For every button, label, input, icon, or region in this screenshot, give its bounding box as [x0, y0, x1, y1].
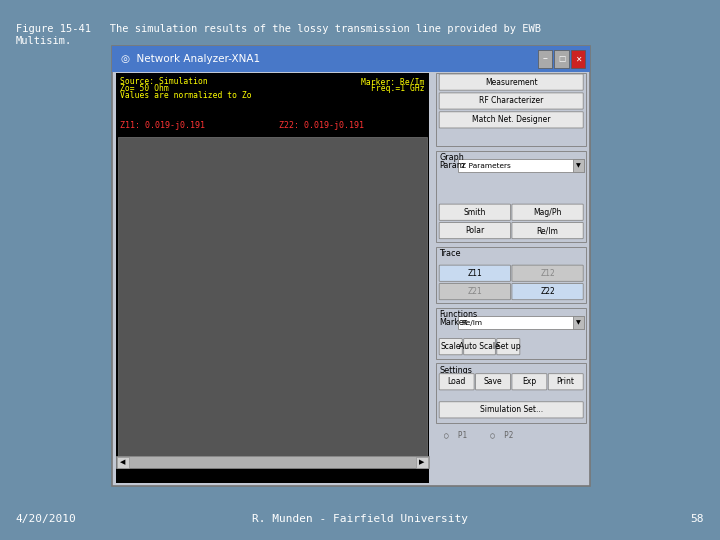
Text: 58: 58: [690, 514, 704, 524]
Text: 2: 2: [233, 374, 238, 383]
Text: Param: Param: [439, 161, 465, 170]
Text: 0.5: 0.5: [228, 209, 243, 218]
Text: Freq.=1 GHz: Freq.=1 GHz: [372, 84, 425, 93]
Text: Figure 15-41   The simulation results of the lossy transmission line provided by: Figure 15-41 The simulation results of t…: [16, 24, 541, 46]
Text: -0.5: -0.5: [256, 430, 275, 439]
Text: Save: Save: [484, 377, 503, 386]
Text: ✕: ✕: [575, 55, 581, 63]
Text: ◎  Network Analyzer-XNA1: ◎ Network Analyzer-XNA1: [121, 54, 260, 64]
Text: Set up: Set up: [496, 342, 521, 351]
Text: 1.0: 1.0: [266, 282, 279, 292]
Text: ○  P1     ○  P2: ○ P1 ○ P2: [444, 430, 513, 439]
Text: 0.5: 0.5: [222, 282, 235, 292]
Text: ‒: ‒: [543, 55, 547, 63]
Text: Auto Scale: Auto Scale: [459, 342, 500, 351]
Text: ▼: ▼: [576, 163, 581, 168]
Text: 1.005 GHz: 1.005 GHz: [385, 469, 427, 478]
Text: Graph: Graph: [439, 153, 464, 162]
Text: 0.2: 0.2: [178, 282, 192, 292]
Text: Measurement: Measurement: [485, 78, 538, 86]
Text: Functions: Functions: [439, 310, 477, 319]
Text: Settings: Settings: [439, 366, 472, 375]
Text: 1 GHz: 1 GHz: [118, 469, 141, 478]
Text: ▼: ▼: [576, 320, 581, 326]
Text: Marker: Re/Im: Marker: Re/Im: [361, 77, 425, 86]
Text: Z22: 0.019-j0.191: Z22: 0.019-j0.191: [279, 121, 364, 130]
Text: Z11: 0.019-j0.191: Z11: 0.019-j0.191: [120, 121, 205, 130]
Text: Marker: Marker: [439, 319, 467, 327]
Text: Simulation Set...: Simulation Set...: [480, 406, 543, 414]
Text: Z11: Z11: [467, 269, 482, 278]
Text: Z21: Z21: [467, 287, 482, 296]
Text: RF Characterizer: RF Characterizer: [479, 97, 544, 105]
Text: Z12: Z12: [540, 269, 555, 278]
Text: Zo= 50 Ohm: Zo= 50 Ohm: [120, 84, 169, 93]
Text: ▶: ▶: [419, 459, 425, 465]
Text: □: □: [558, 55, 565, 63]
Text: Trace: Trace: [439, 249, 461, 258]
Text: Print: Print: [557, 377, 575, 386]
Text: Polar: Polar: [465, 226, 485, 235]
Text: 2.0: 2.0: [334, 209, 348, 218]
Text: Source: Simulation: Source: Simulation: [120, 77, 208, 86]
Text: -2.0: -2.0: [332, 374, 351, 383]
Text: R. Munden - Fairfield University: R. Munden - Fairfield University: [252, 514, 468, 524]
Text: Smith: Smith: [464, 208, 486, 217]
Text: Exp: Exp: [522, 377, 536, 386]
Text: Z22: Z22: [540, 287, 555, 296]
Text: Z Parameters: Z Parameters: [461, 163, 510, 169]
Text: Re/Im: Re/Im: [536, 226, 559, 235]
Text: Mode: Mode: [439, 76, 462, 85]
Text: Match Net. Designer: Match Net. Designer: [472, 116, 551, 124]
Text: Load: Load: [447, 377, 466, 386]
Text: Mag/Ph: Mag/Ph: [534, 208, 562, 217]
Text: 4/20/2010: 4/20/2010: [16, 514, 76, 524]
Text: ◀: ◀: [120, 459, 126, 465]
Text: Values are normalized to Zo: Values are normalized to Zo: [120, 91, 252, 100]
Text: -2.0: -2.0: [316, 281, 335, 290]
Text: Re/Im: Re/Im: [461, 320, 482, 326]
Text: Scale: Scale: [441, 342, 461, 351]
Text: -5.0: -5.0: [356, 281, 374, 290]
